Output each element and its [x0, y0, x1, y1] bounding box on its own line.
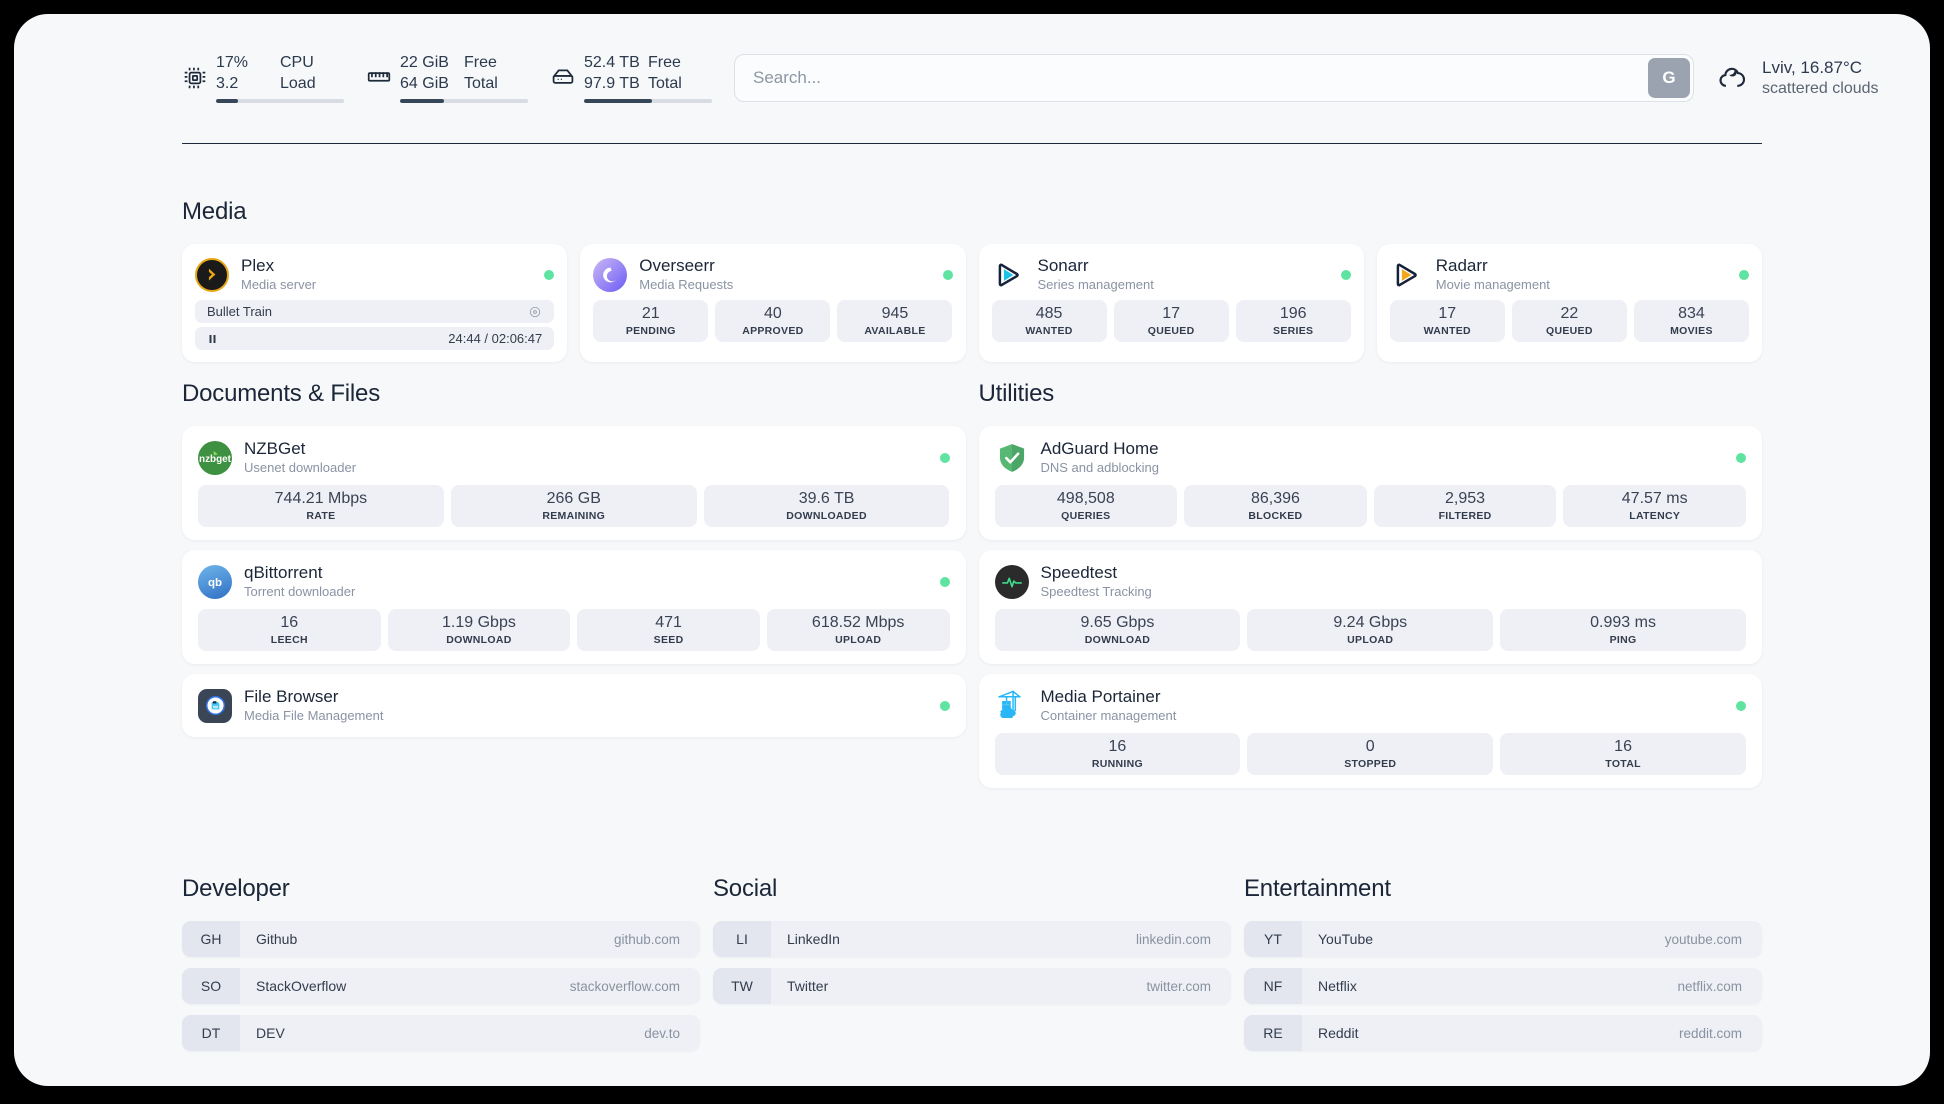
svg-text:nzbget: nzbget [199, 453, 232, 464]
svg-text:qb: qb [208, 577, 222, 589]
